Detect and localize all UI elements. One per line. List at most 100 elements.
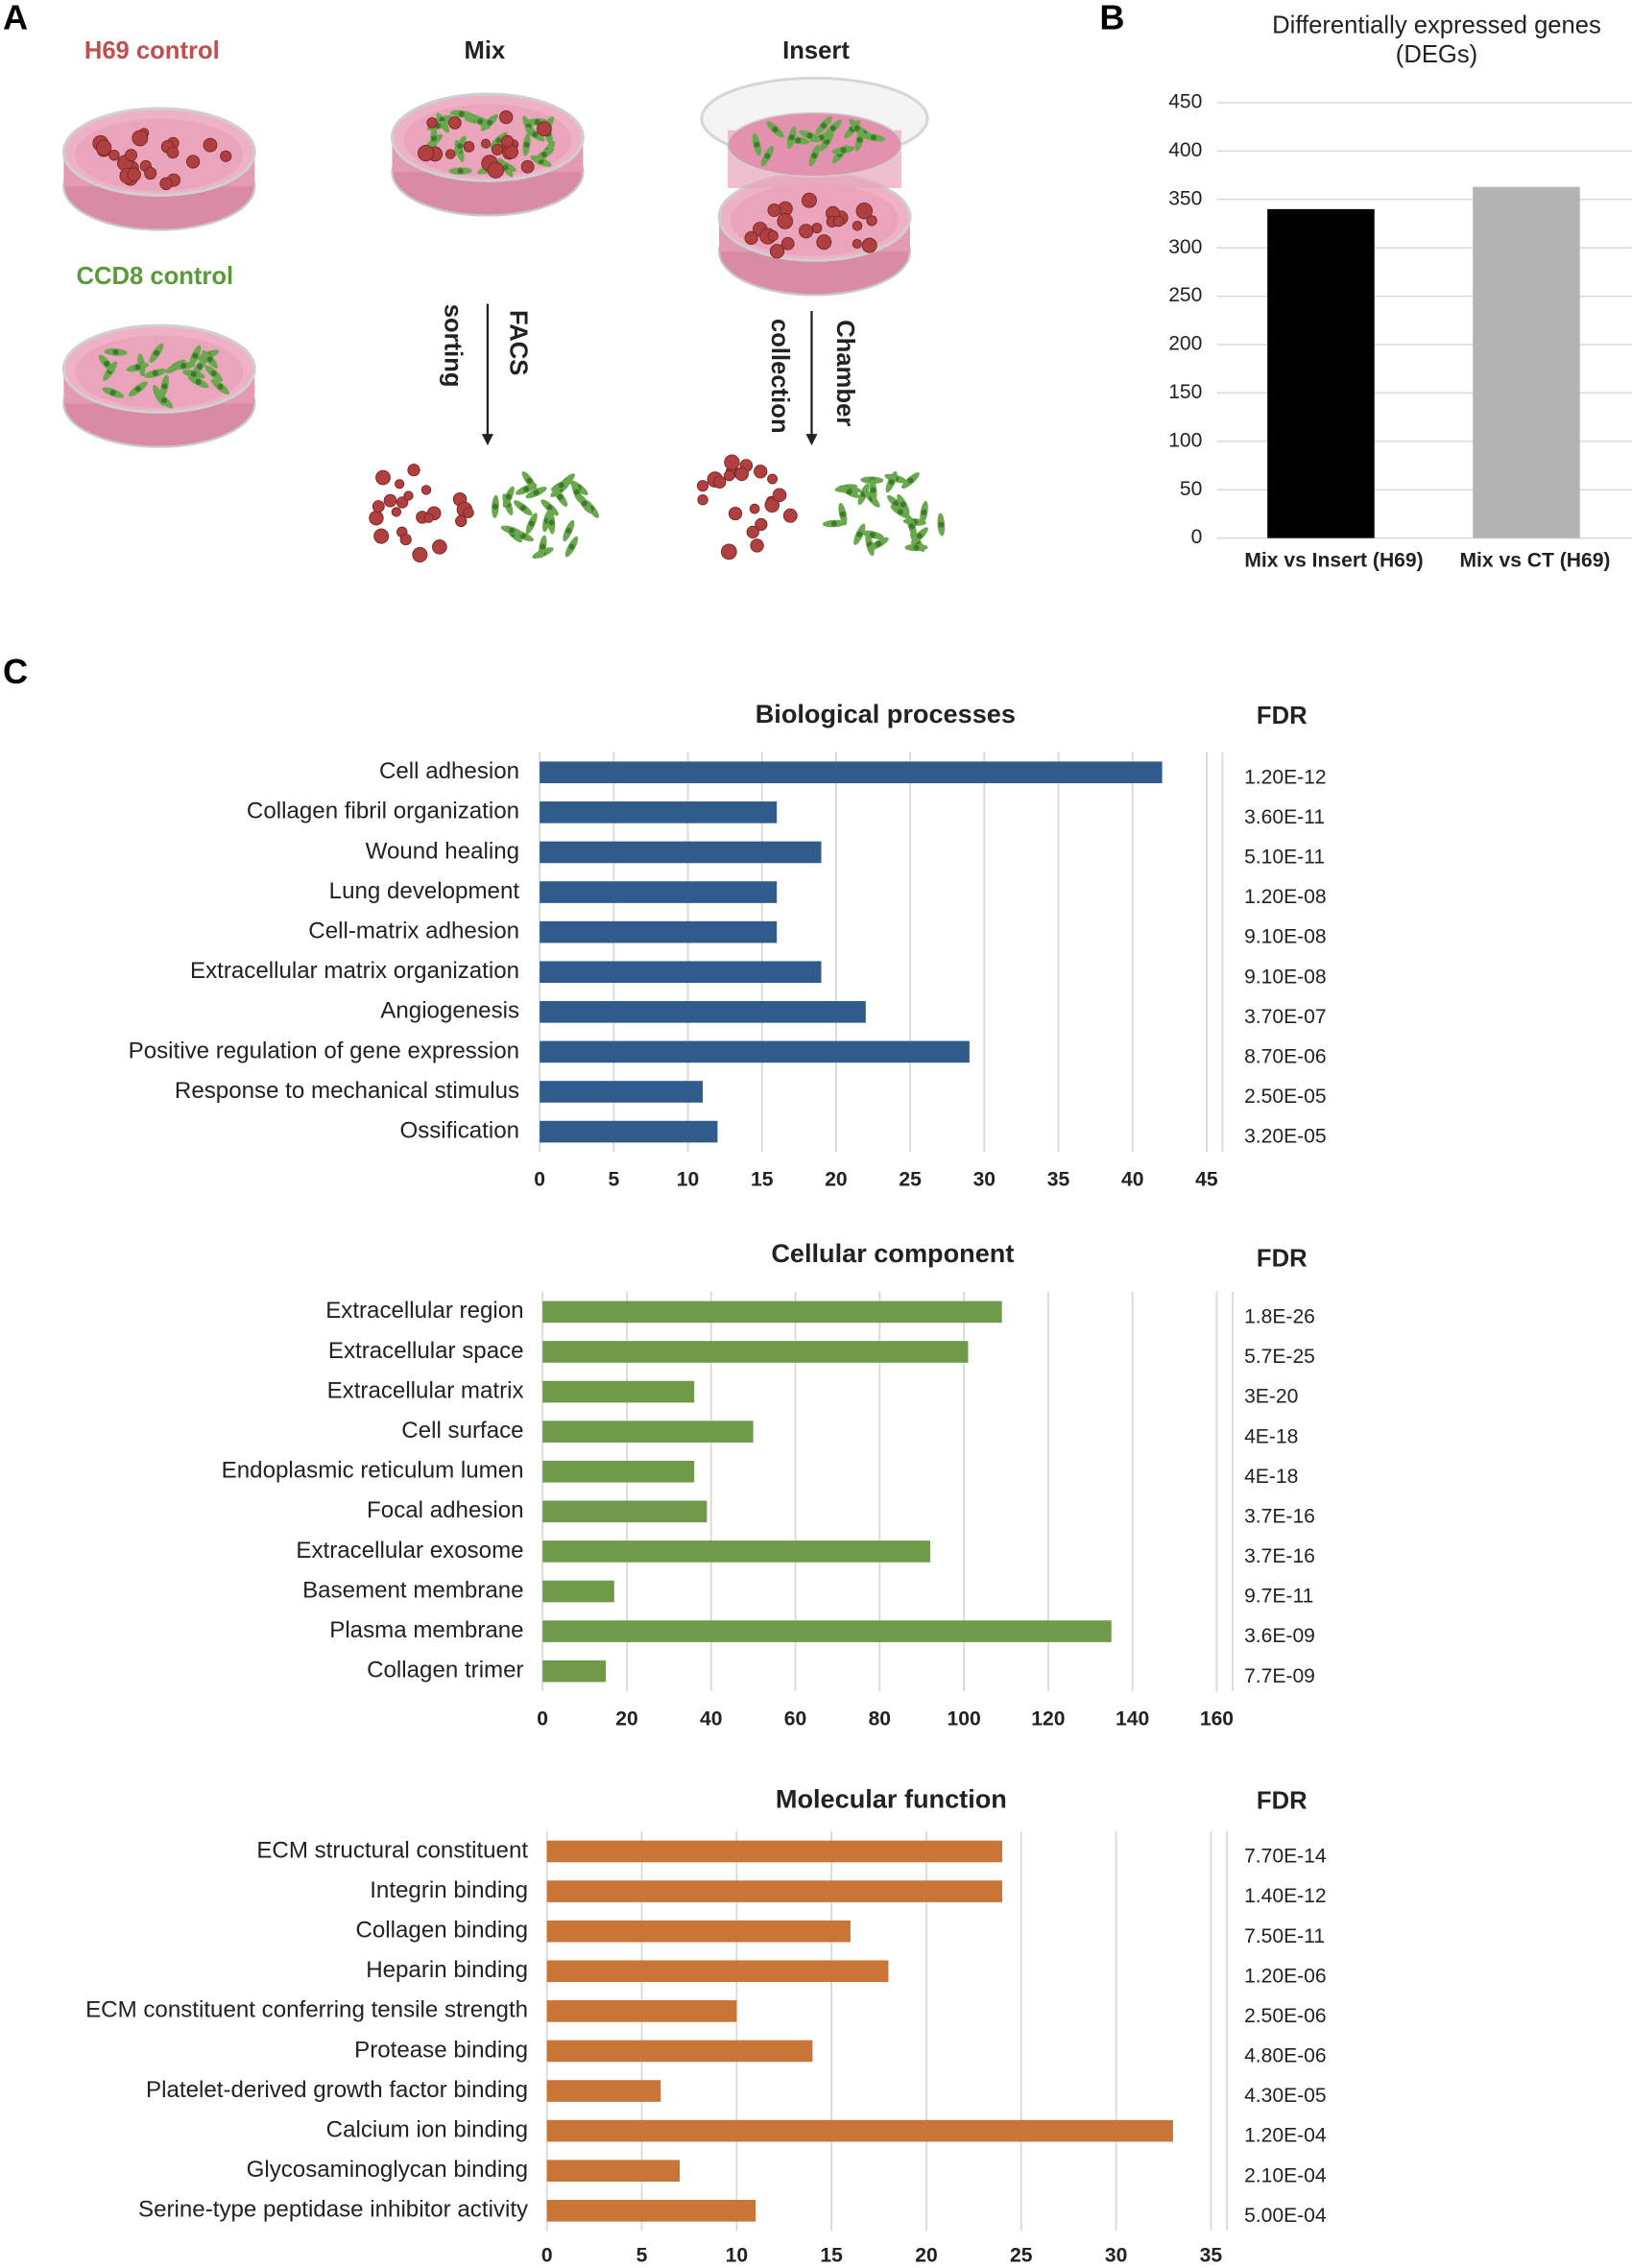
panel-label: B xyxy=(1099,0,1124,37)
green-nucleus xyxy=(206,356,213,363)
fdr-label: 3.20E-05 xyxy=(1244,1126,1327,1148)
fdr-label: 1.40E-12 xyxy=(1244,1885,1327,1907)
fdr-label: 9.10E-08 xyxy=(1244,966,1327,988)
bar xyxy=(542,1420,754,1443)
green-nucleus xyxy=(573,489,580,495)
category-label: Ossification xyxy=(399,1117,519,1143)
green-nucleus xyxy=(558,482,564,489)
bar xyxy=(546,1960,889,1983)
y-tick-label: 150 xyxy=(1168,381,1202,403)
diagram xyxy=(61,76,946,562)
green-nucleus xyxy=(853,125,860,131)
red-cell xyxy=(108,149,120,161)
category-label: Extracellular matrix organization xyxy=(190,958,519,984)
fdr-label: 1.8E-26 xyxy=(1244,1305,1315,1327)
chart-title-box: Differentially expressed genes (DEGs) xyxy=(1272,12,1601,68)
diagram-label: sorting xyxy=(439,304,466,388)
x-tick-label: 0 xyxy=(541,2245,553,2267)
green-nucleus xyxy=(180,363,187,370)
green-nucleus xyxy=(856,531,863,537)
red-cell xyxy=(852,239,862,250)
red-cell xyxy=(420,485,432,495)
x-tick-label: 35 xyxy=(1047,1168,1070,1190)
red-cell xyxy=(426,117,438,129)
category-label: Extracellular region xyxy=(325,1298,523,1324)
bar xyxy=(546,2119,1173,2142)
red-cell xyxy=(463,141,475,153)
diagram-label: H69 control xyxy=(84,37,220,64)
bar xyxy=(542,1301,1002,1324)
fdr-label: 1.20E-12 xyxy=(1244,766,1327,788)
green-nucleus xyxy=(870,134,876,141)
bar xyxy=(540,920,778,943)
red-cell xyxy=(799,224,814,239)
green-nucleus xyxy=(152,370,158,376)
green-nucleus xyxy=(913,544,920,551)
category-label: Extracellular exosome xyxy=(296,1538,523,1564)
diagram-label: collection xyxy=(766,319,793,434)
red-cell xyxy=(749,503,760,514)
green-nucleus xyxy=(160,397,167,404)
red-cell xyxy=(369,510,384,526)
category-label: Platelet-derived growth factor binding xyxy=(146,2077,528,2103)
red-cell xyxy=(399,533,412,546)
fdr-label: 3.7E-16 xyxy=(1244,1505,1315,1527)
red-cell xyxy=(724,454,740,470)
red-cell xyxy=(132,130,149,147)
bar xyxy=(540,1120,718,1143)
category-label: Serine-type peptidase inhibitor activity xyxy=(138,2197,528,2223)
red-cell xyxy=(220,150,232,162)
x-tick-label: 25 xyxy=(1010,2245,1033,2267)
red-cell xyxy=(125,149,138,162)
category-label: Glycosaminoglycan binding xyxy=(247,2157,528,2183)
category-label: ECM structural constituent xyxy=(256,1837,528,1863)
fdr-label: 3.7E-16 xyxy=(1244,1545,1315,1567)
green-nucleus xyxy=(548,519,555,526)
panel-label: C xyxy=(3,652,28,691)
x-tick-label: 0 xyxy=(534,1168,545,1190)
green-nucleus xyxy=(565,527,572,535)
red-cell xyxy=(744,230,758,246)
green-nucleus xyxy=(540,543,546,550)
chart-title: Biological processes xyxy=(756,699,1016,728)
category-label: Response to mechanical stimulus xyxy=(175,1078,519,1104)
fdr-header: FDR xyxy=(1257,1245,1308,1272)
red-cell xyxy=(861,237,877,253)
y-tick-label: 400 xyxy=(1168,139,1202,161)
bar xyxy=(540,881,778,903)
bar xyxy=(542,1460,695,1483)
red-cell xyxy=(852,221,863,231)
category-label: Collagen trimer xyxy=(367,1658,523,1683)
red-cell xyxy=(720,543,737,561)
red-cell xyxy=(723,469,735,482)
green-nucleus xyxy=(161,383,168,390)
fdr-label: 5.00E-04 xyxy=(1244,2205,1327,2227)
red-cell xyxy=(499,109,514,125)
x-tick-label: 15 xyxy=(751,1168,774,1190)
red-cell xyxy=(754,465,768,479)
fdr-label: 5.7E-25 xyxy=(1244,1346,1315,1368)
red-cell xyxy=(159,177,173,190)
category-label: Heparin binding xyxy=(366,1957,528,1983)
fdr-label: 4E-18 xyxy=(1244,1466,1298,1488)
category-label: Cell adhesion xyxy=(379,758,519,784)
chart-title: Differentially expressed genes (DEGs) xyxy=(1272,12,1601,68)
green-nucleus xyxy=(870,487,876,493)
red-cell xyxy=(395,479,405,489)
red-cell xyxy=(855,203,874,220)
category-label: Calcium ion binding xyxy=(326,2117,528,2143)
diagram-label: Mix xyxy=(465,37,506,64)
category-label: Plasma membrane xyxy=(329,1617,523,1643)
red-cell xyxy=(696,480,709,492)
category-label: Protease binding xyxy=(354,2037,528,2063)
dish-inner xyxy=(75,118,244,191)
red-cell xyxy=(444,149,456,159)
bar xyxy=(546,1880,1003,1902)
red-cell xyxy=(127,167,141,182)
green-nucleus xyxy=(893,500,900,507)
category-label: Positive regulation of gene expression xyxy=(129,1038,519,1063)
green-nucleus xyxy=(916,533,923,539)
bar xyxy=(540,761,1163,784)
red-cell xyxy=(448,116,462,130)
